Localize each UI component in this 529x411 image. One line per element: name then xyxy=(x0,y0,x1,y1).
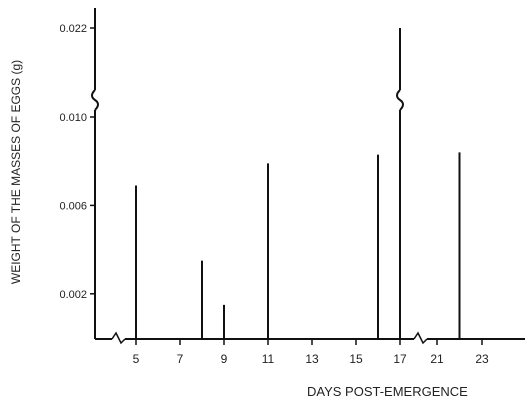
x-tick-label: 7 xyxy=(177,352,184,366)
x-tick-label: 11 xyxy=(262,352,275,366)
y-axis-title: WEIGHT OF THE MASSES OF EGGS (g) xyxy=(9,60,23,284)
x-tick-label: 13 xyxy=(305,352,319,366)
x-axis-break-2 xyxy=(413,331,428,345)
x-axis-break-1 xyxy=(111,331,126,345)
x-tick-label: 9 xyxy=(221,352,228,366)
x-tick-label: 15 xyxy=(349,352,363,366)
x-tick-label: 21 xyxy=(430,352,444,366)
bar-break xyxy=(396,89,404,111)
y-tick-label: 0.002 xyxy=(59,289,87,301)
x-tick-label: 23 xyxy=(475,352,489,366)
y-tick-label: 0.010 xyxy=(59,112,87,124)
x-tick-label: 17 xyxy=(393,352,407,366)
y-axis-break xyxy=(91,89,99,111)
axes xyxy=(91,8,525,345)
x-axis-title: DAYS POST-EMERGENCE xyxy=(307,384,468,399)
bars xyxy=(135,28,461,339)
ticks: 0.002 0.006 0.010 0.022 5 7 9 11 13 15 17 21 23 xyxy=(59,23,489,366)
y-tick-label: 0.022 xyxy=(59,23,87,35)
y-tick-label: 0.006 xyxy=(59,200,87,212)
x-tick-label: 5 xyxy=(133,352,140,366)
